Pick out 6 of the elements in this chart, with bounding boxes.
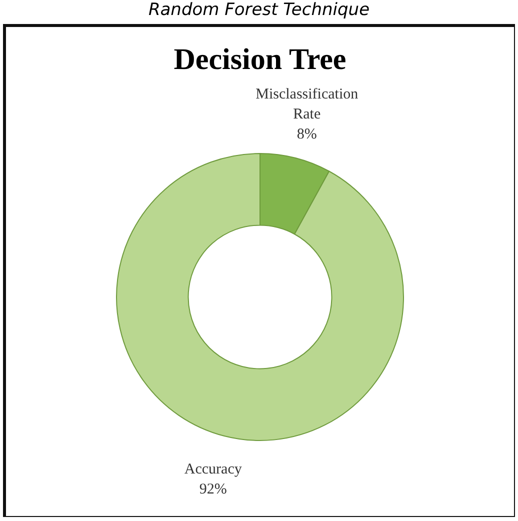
text: Random Forest Technique	[147, 0, 371, 22]
slice-label: Misclassification Rate	[256, 86, 359, 122]
chart-title: Decision Tree	[172, 43, 348, 77]
slice-label: Accuracy	[184, 462, 242, 478]
data-label: 8%	[296, 126, 317, 142]
data-label: 92%	[199, 482, 227, 498]
